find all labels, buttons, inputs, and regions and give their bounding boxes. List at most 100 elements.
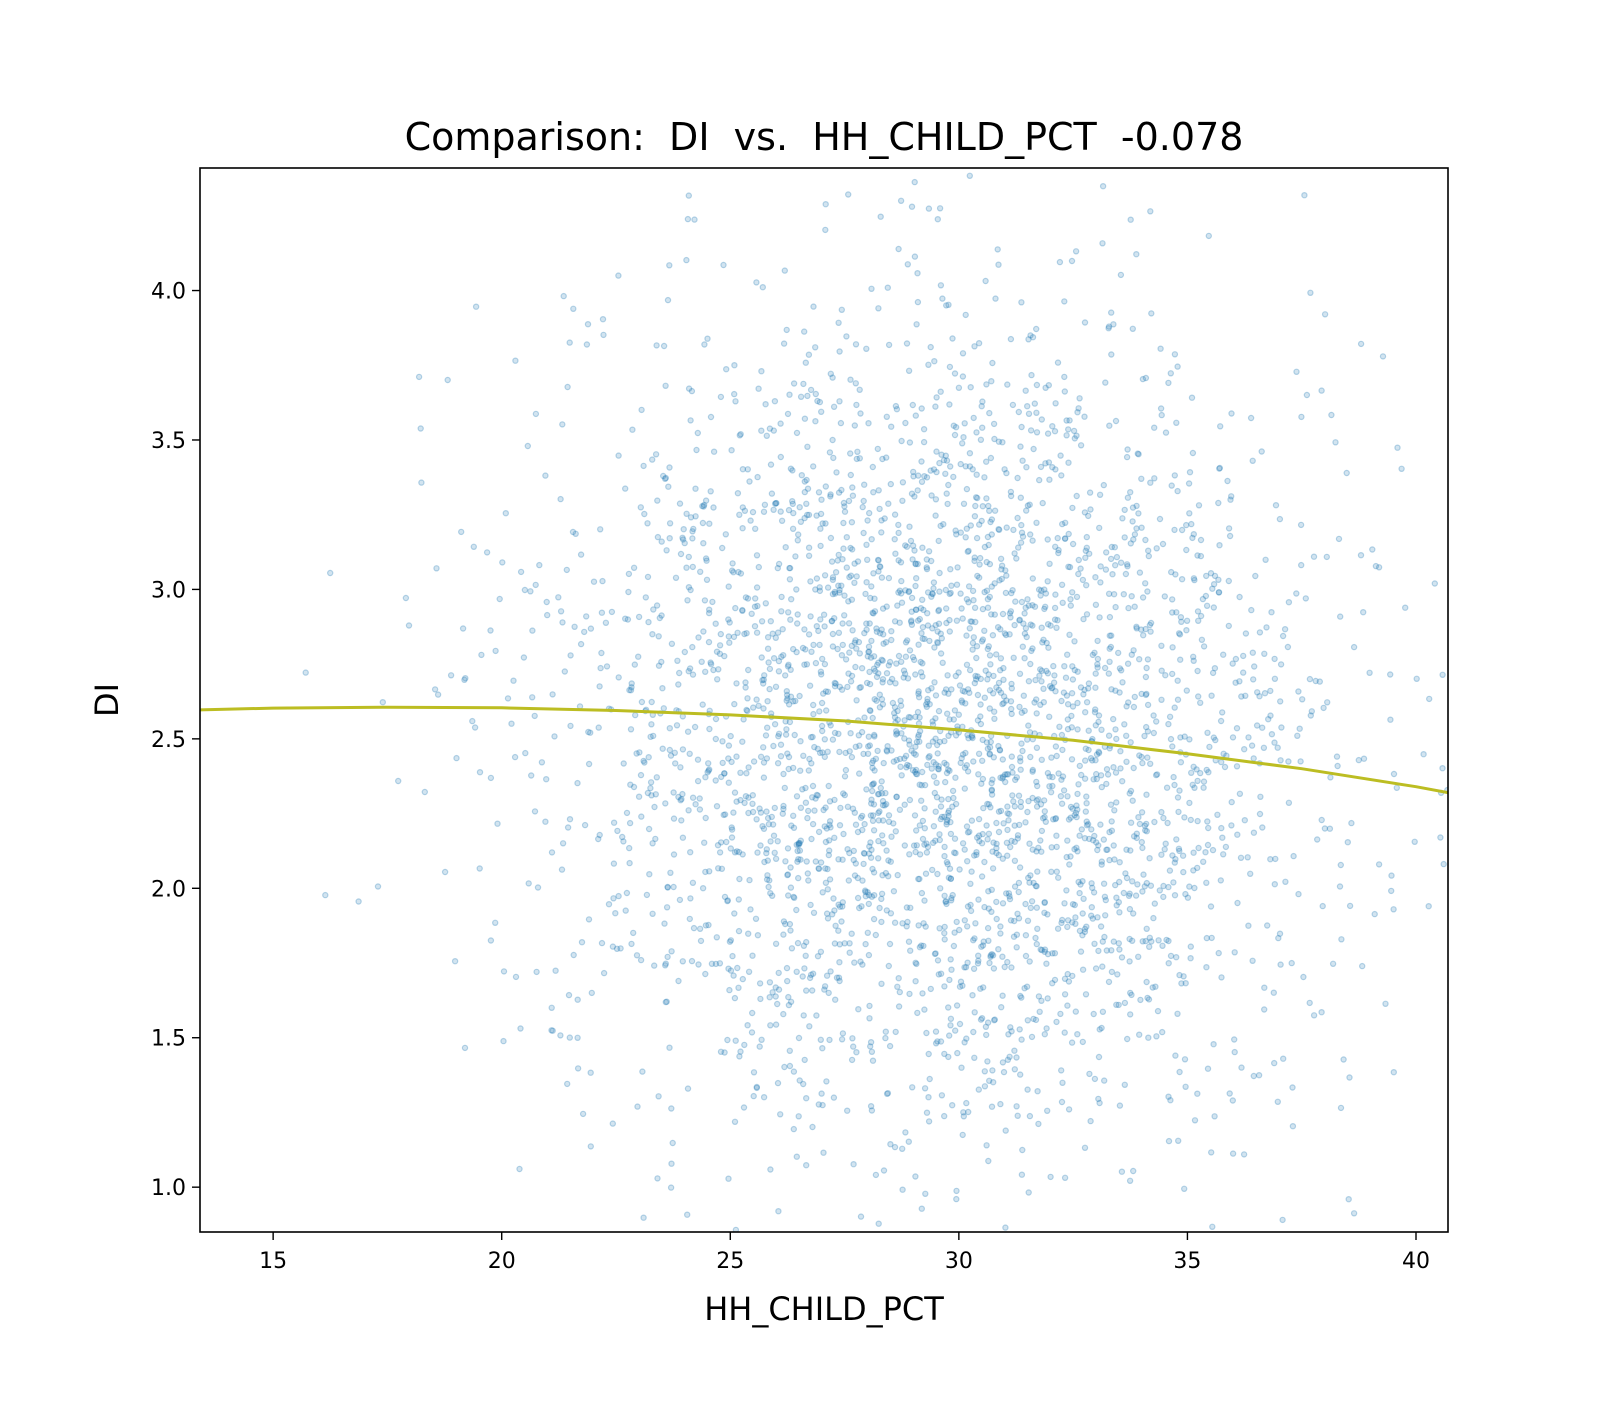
data-point bbox=[737, 876, 742, 881]
data-point bbox=[828, 535, 833, 540]
data-point bbox=[640, 1069, 645, 1074]
data-point bbox=[1198, 700, 1203, 705]
data-point bbox=[787, 392, 792, 397]
data-point bbox=[1086, 513, 1091, 518]
data-point bbox=[731, 810, 736, 815]
data-point bbox=[880, 677, 885, 682]
x-tick-label: 40 bbox=[1402, 1249, 1430, 1274]
data-point bbox=[1291, 854, 1296, 859]
data-point bbox=[620, 834, 625, 839]
data-point bbox=[697, 796, 702, 801]
data-point bbox=[705, 336, 710, 341]
data-point bbox=[1012, 1048, 1017, 1053]
data-point bbox=[1242, 818, 1247, 823]
data-point bbox=[869, 1108, 874, 1113]
data-point bbox=[1262, 651, 1267, 656]
data-point bbox=[808, 975, 813, 980]
data-point bbox=[1078, 882, 1083, 887]
data-point bbox=[922, 474, 927, 479]
data-point bbox=[1172, 527, 1177, 532]
data-point bbox=[980, 399, 985, 404]
data-point bbox=[986, 889, 991, 894]
data-point bbox=[1113, 418, 1118, 423]
data-point bbox=[758, 810, 763, 815]
data-point bbox=[1161, 883, 1166, 888]
data-point bbox=[1019, 523, 1024, 528]
data-point bbox=[1258, 794, 1263, 799]
data-point bbox=[656, 634, 661, 639]
data-point bbox=[953, 775, 958, 780]
data-point bbox=[1144, 821, 1149, 826]
data-point bbox=[988, 519, 993, 524]
data-point bbox=[1094, 840, 1099, 845]
data-point bbox=[894, 758, 899, 763]
data-point bbox=[914, 322, 919, 327]
data-point bbox=[1544, 484, 1549, 489]
data-point bbox=[853, 822, 858, 827]
data-point bbox=[1009, 764, 1014, 769]
data-point bbox=[1067, 632, 1072, 637]
data-point bbox=[936, 538, 941, 543]
data-point bbox=[1111, 843, 1116, 848]
data-point bbox=[823, 227, 828, 232]
data-point bbox=[1380, 354, 1385, 359]
data-point bbox=[1188, 817, 1193, 822]
data-point bbox=[1127, 891, 1132, 896]
data-point bbox=[1044, 961, 1049, 966]
data-point bbox=[1139, 754, 1144, 759]
data-point bbox=[797, 505, 802, 510]
data-point bbox=[665, 885, 670, 890]
data-point bbox=[805, 486, 810, 491]
data-point bbox=[898, 764, 903, 769]
data-point bbox=[957, 867, 962, 872]
data-point bbox=[809, 387, 814, 392]
data-point bbox=[967, 626, 972, 631]
data-point bbox=[702, 342, 707, 347]
data-point bbox=[874, 629, 879, 634]
data-point bbox=[1154, 1034, 1159, 1039]
data-point bbox=[669, 1185, 674, 1190]
data-point bbox=[1049, 790, 1054, 795]
data-point bbox=[831, 896, 836, 901]
data-point bbox=[836, 731, 841, 736]
data-point bbox=[1163, 841, 1168, 846]
data-point bbox=[895, 717, 900, 722]
data-point bbox=[883, 1029, 888, 1034]
data-point bbox=[1018, 804, 1023, 809]
data-point bbox=[978, 1017, 983, 1022]
data-point bbox=[1136, 954, 1141, 959]
data-point bbox=[1229, 411, 1234, 416]
data-point bbox=[897, 807, 902, 812]
data-point bbox=[1049, 1290, 1054, 1295]
data-point bbox=[990, 360, 995, 365]
data-point bbox=[920, 545, 925, 550]
data-point bbox=[1204, 880, 1209, 885]
data-point bbox=[1162, 594, 1167, 599]
data-point bbox=[828, 877, 833, 882]
data-point bbox=[1057, 260, 1062, 265]
data-point bbox=[748, 907, 753, 912]
data-point bbox=[953, 851, 958, 856]
data-point bbox=[841, 831, 846, 836]
data-point bbox=[952, 836, 957, 841]
data-point bbox=[934, 449, 939, 454]
data-point bbox=[1300, 697, 1305, 702]
data-point bbox=[751, 705, 756, 710]
data-point bbox=[701, 886, 706, 891]
data-point bbox=[731, 973, 736, 978]
data-point bbox=[1228, 497, 1233, 502]
data-point bbox=[1098, 580, 1103, 585]
data-point bbox=[792, 732, 797, 737]
data-point bbox=[742, 1042, 747, 1047]
data-point bbox=[756, 565, 761, 570]
data-point bbox=[991, 840, 996, 845]
data-point bbox=[870, 782, 875, 787]
data-point bbox=[817, 588, 822, 593]
data-point bbox=[1028, 532, 1033, 537]
data-point bbox=[692, 217, 697, 222]
data-point bbox=[846, 878, 851, 883]
data-point bbox=[812, 745, 817, 750]
data-point bbox=[907, 648, 912, 653]
data-point bbox=[759, 1037, 764, 1042]
data-point bbox=[1099, 773, 1104, 778]
